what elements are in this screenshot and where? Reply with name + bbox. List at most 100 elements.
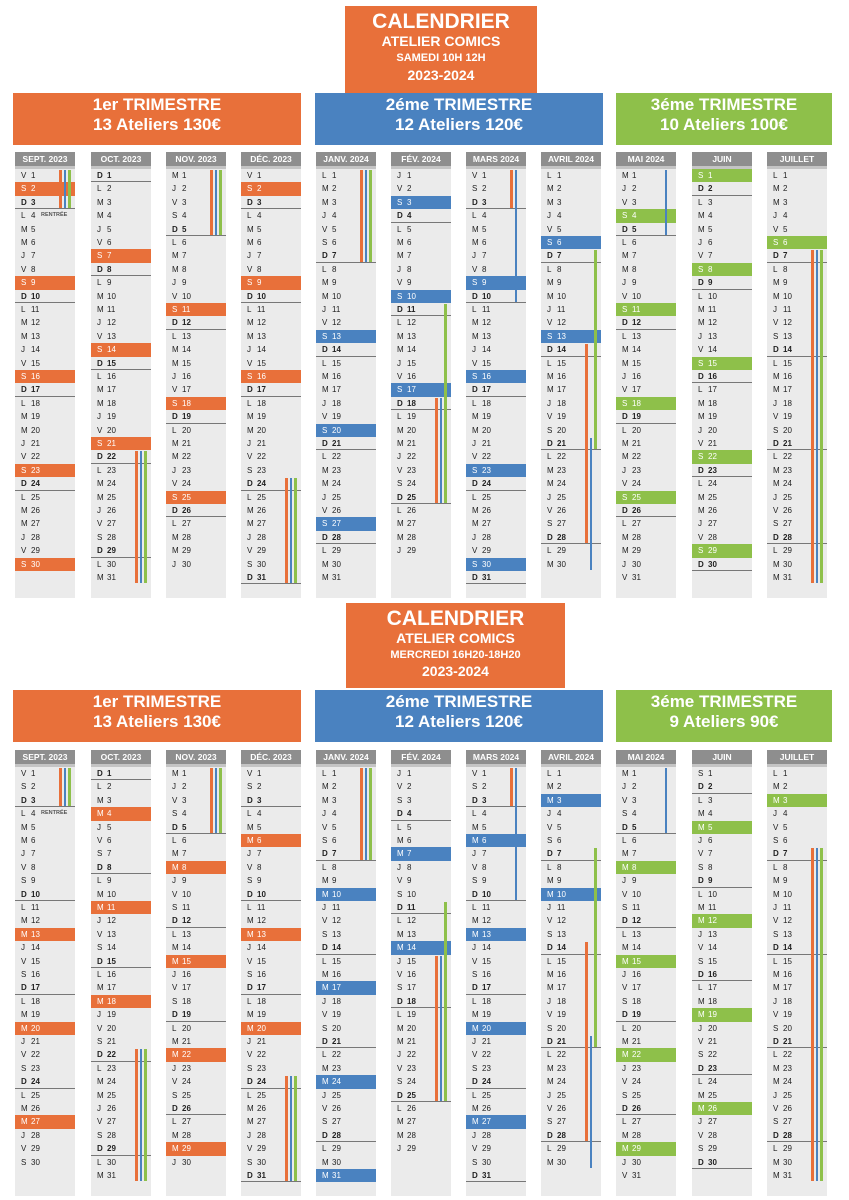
weekday-letter: V — [172, 1077, 178, 1087]
weekday-letter: J — [322, 398, 326, 408]
weekday-letter: V — [21, 546, 27, 556]
day-number: 9 — [783, 876, 788, 886]
weekday-letter: M — [247, 238, 254, 247]
day-row: S 27 — [541, 1115, 601, 1128]
day-row: L 4 RENTRÉE — [15, 807, 75, 820]
day-row: S 23 — [241, 464, 301, 477]
weekday-letter: V — [397, 372, 403, 381]
weekday-letter: V — [622, 197, 628, 207]
weekday-letter: M — [773, 197, 780, 207]
weekday-letter: L — [472, 809, 477, 819]
day-number: 24 — [632, 1077, 641, 1087]
day-number: 22 — [332, 452, 341, 462]
day-row: D 28 — [767, 1129, 827, 1143]
day-number: 22 — [182, 1050, 191, 1060]
weekday-letter: S — [247, 970, 253, 979]
weekday-letter: S — [322, 836, 328, 845]
day-row: M 30 — [767, 558, 827, 571]
weekday-letter: L — [172, 1117, 177, 1127]
month-header: MARS 2024 — [466, 750, 526, 767]
day-number: 30 — [107, 1157, 116, 1167]
day-row: J 14 — [241, 941, 301, 954]
day-number: 3 — [482, 197, 487, 207]
day-row: M 27 — [15, 517, 75, 530]
day-number: 18 — [182, 398, 191, 408]
day-row: M 17 — [91, 981, 151, 994]
section1-title: CALENDRIER ATELIER COMICS SAMEDI 10H 12H… — [345, 6, 537, 94]
day-number: 15 — [407, 358, 416, 368]
weekday-letter: D — [247, 1171, 253, 1180]
weekday-letter: D — [547, 251, 553, 261]
day-row: V 20 — [91, 424, 151, 437]
day-number: 20 — [332, 425, 341, 435]
day-number: 26 — [332, 1104, 341, 1113]
weekday-letter: M — [622, 171, 629, 180]
day-number: 9 — [407, 278, 412, 288]
weekday-letter: J — [322, 903, 326, 912]
weekday-letter: V — [172, 479, 178, 489]
weekday-letter: V — [21, 171, 27, 180]
day-number: 1 — [332, 171, 337, 180]
day-row: J 26 — [91, 1102, 151, 1115]
day-number: 6 — [632, 238, 637, 247]
weekday-letter: J — [622, 970, 626, 979]
day-number: 17 — [407, 385, 416, 395]
day-row: J 16 — [616, 968, 676, 981]
weekday-letter: J — [773, 305, 777, 314]
day-number: 2 — [632, 782, 637, 792]
day-number: 2 — [31, 782, 36, 792]
weekday-letter: S — [247, 782, 253, 792]
weekday-letter: M — [547, 278, 554, 288]
day-row: D 28 — [767, 531, 827, 545]
weekday-letter: J — [322, 305, 326, 314]
weekday-letter: V — [247, 171, 253, 180]
weekday-letter: S — [773, 519, 779, 529]
weekday-letter: M — [773, 278, 780, 288]
day-row: S 23 — [241, 1062, 301, 1075]
weekday-letter: M — [472, 412, 479, 422]
day-number: 4 — [31, 211, 36, 221]
day-row: L 20 — [616, 1022, 676, 1035]
weekday-letter: J — [322, 1090, 326, 1100]
weekday-letter: D — [622, 822, 628, 832]
weekday-letter: L — [472, 305, 477, 314]
day-number: 23 — [182, 465, 191, 475]
weekday-letter: J — [472, 439, 476, 448]
day-number: 6 — [557, 238, 562, 247]
day-number: 5 — [632, 224, 637, 234]
holiday-bar — [585, 344, 588, 544]
day-row: M 26 — [15, 1102, 75, 1115]
day-number: 11 — [783, 305, 792, 314]
day-number: 20 — [257, 425, 266, 435]
title-calendrier: CALENDRIER — [386, 607, 525, 630]
day-row: J 11 — [541, 901, 601, 914]
holiday-bar — [594, 250, 597, 450]
month-header: JANV. 2024 — [316, 152, 376, 169]
day-number: 6 — [182, 836, 187, 845]
holiday-bar — [589, 1036, 592, 1168]
day-number: 2 — [557, 184, 562, 194]
weekday-letter: M — [622, 1037, 629, 1046]
weekday-letter: V — [472, 1144, 478, 1154]
day-row: M 20 — [241, 1021, 301, 1035]
day-number: 10 — [407, 889, 416, 899]
weekday-letter: J — [97, 318, 101, 328]
weekday-letter: J — [247, 849, 251, 859]
weekday-letter: M — [698, 916, 705, 926]
day-number: 18 — [783, 398, 792, 408]
day-number: 20 — [708, 1023, 717, 1033]
weekday-letter: V — [247, 358, 253, 368]
weekday-letter: L — [622, 836, 627, 845]
day-number: 14 — [107, 345, 116, 355]
day-number: 22 — [708, 452, 717, 462]
day-number: 26 — [632, 1104, 641, 1113]
weekday-letter: S — [397, 197, 403, 207]
